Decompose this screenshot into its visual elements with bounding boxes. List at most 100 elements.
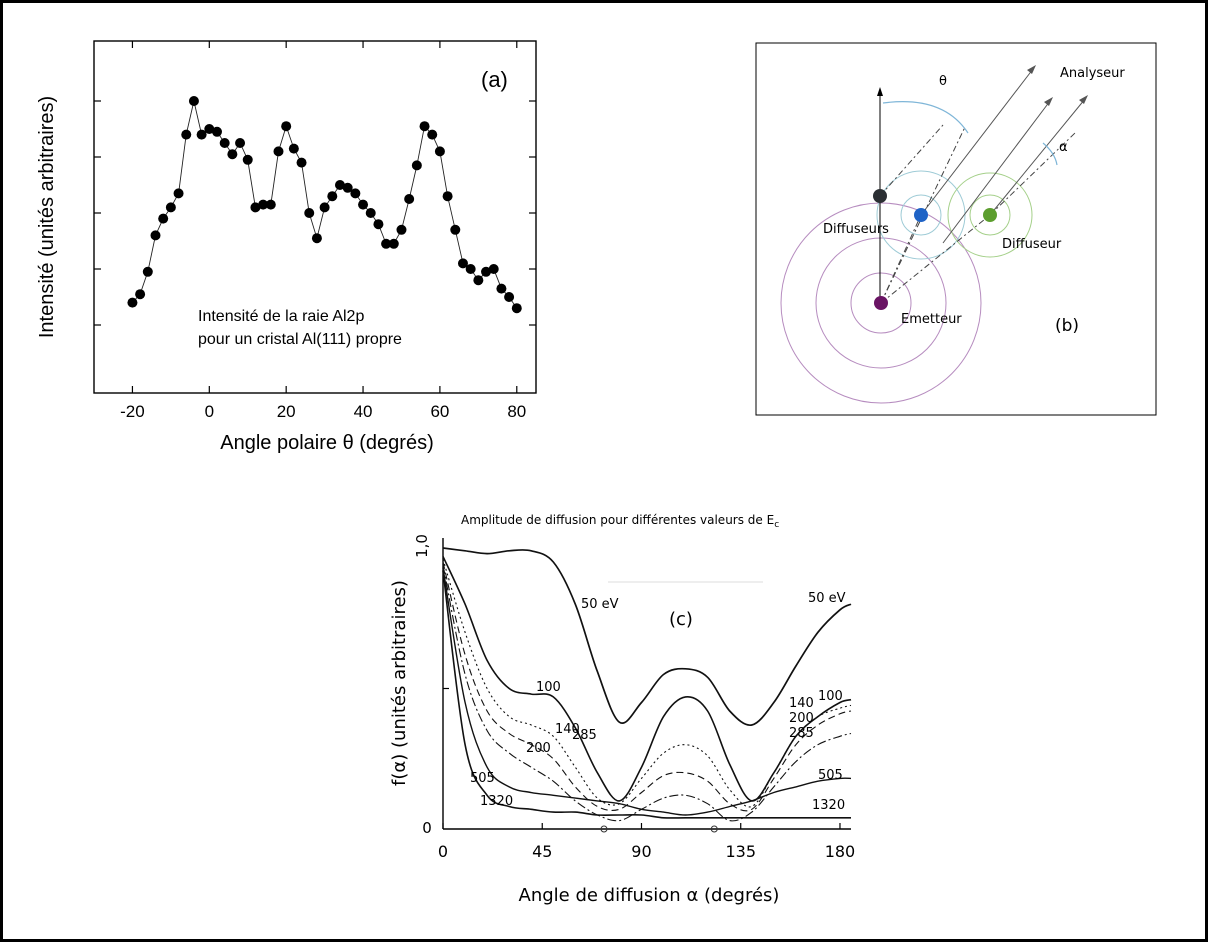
label-diffuseurs: Diffuseurs [823, 222, 889, 237]
panel-a-point [350, 188, 361, 199]
diffuseur-blue-ring-inner [900, 194, 942, 236]
emetteur-ring-middle [815, 237, 947, 369]
panel-c-xtick-label: 135 [725, 842, 756, 861]
panel-a-point [181, 129, 192, 140]
panel-a-point [381, 238, 392, 249]
panel-a-point [511, 303, 522, 314]
curve-label-200-right: 200 [789, 711, 814, 726]
panel-c-axis-marker [600, 825, 608, 833]
label-emetteur: Emetteur [901, 312, 962, 327]
emetteur-atom [874, 296, 888, 310]
label-diffuseur: Diffuseur [1002, 237, 1062, 252]
panel-a-point [204, 124, 215, 134]
panel-a-xtick-label: 60 [430, 402, 449, 421]
theta-arc [882, 101, 969, 134]
scatter-path-5 [879, 124, 944, 197]
panel-a-point [211, 126, 222, 137]
emetteur-ring-inner [850, 272, 912, 334]
panel-a-point [465, 264, 476, 274]
panel-a-ticks: -20 0 20 40 60 80 [94, 41, 536, 421]
panel-a-point [142, 266, 153, 277]
panel-a-xtick-label: 80 [507, 402, 526, 421]
diffuseur-blue-atom [914, 208, 928, 222]
panel-a-point [388, 238, 399, 249]
panel-a-label: (a) [481, 67, 508, 92]
analyseur-ray-1-arrowhead [1027, 65, 1036, 74]
curve-label-505-right: 505 [818, 768, 843, 783]
panel-a-point [165, 202, 176, 213]
panel-a-point [319, 202, 330, 213]
curve-label-200-left: 200 [526, 741, 551, 756]
figure-canvas: -20 0 20 40 60 80 (a) Intensité de la raie Al… [36, 40, 1157, 906]
curve-label-100-left: 100 [536, 680, 561, 695]
diffuseur-green-atom [983, 208, 997, 222]
panel-a-point [150, 230, 161, 241]
curve-label-100-right: 100 [818, 689, 843, 704]
panel-a-xtick-label: 20 [277, 402, 296, 421]
panel-c-label: (c) [669, 609, 693, 630]
panel-a-point [258, 199, 269, 210]
panel-a-point [481, 266, 492, 277]
panel-c-series-line [442, 559, 852, 808]
panel-a-point [127, 297, 138, 308]
label-analyseur: Analyseur [1060, 66, 1125, 81]
curve-label-1320-left: 1320 [480, 794, 513, 809]
panel-c-series [442, 547, 852, 833]
curve-label-285-right: 285 [789, 726, 814, 741]
panel-a-point [196, 129, 207, 140]
analyseur-ray-3 [989, 98, 1086, 216]
diffuseur-black-atom [873, 189, 887, 203]
panel-a-point [358, 199, 369, 210]
panel-a-point [242, 154, 253, 165]
panel-c-xtick-label: 180 [825, 842, 856, 861]
panel-c-series-line [442, 556, 852, 802]
analyseur-ray-1 [920, 68, 1034, 216]
panel-c-title: Amplitude de diffusion pour différentes … [461, 513, 779, 530]
panel-a-point [450, 224, 461, 235]
curve-label-505-left: 505 [470, 771, 495, 786]
panel-a-point [296, 157, 307, 168]
panel-a-point [304, 208, 315, 218]
panel-c-series-line [442, 564, 852, 822]
normal-axis-arrowhead [877, 87, 883, 96]
panel-b-frame [755, 42, 1157, 416]
panel-c-xtick-label: 90 [631, 842, 651, 861]
panel-a-xtick-label: 40 [354, 402, 373, 421]
panel-a-point [419, 121, 430, 132]
analyseur-ray-3-arrowhead [1079, 95, 1088, 104]
diffuseur-green-ring-outer [947, 172, 1033, 258]
panel-c-title-sub: c [774, 520, 779, 530]
curve-label-285-left: 285 [572, 728, 597, 743]
panel-a-point [411, 160, 422, 171]
panel-a-point [135, 289, 146, 300]
panel-a-point [334, 180, 345, 190]
analyseur-ray-2-arrowhead [1044, 97, 1053, 106]
panel-a-series [127, 96, 522, 314]
diffuseur-green-ring-inner [969, 194, 1011, 236]
panel-a-point [327, 191, 338, 202]
panel-c-series-line [442, 567, 852, 816]
panel-c-xtick-label: 0 [438, 842, 448, 861]
panel-c-ytick-label-0: 0 [422, 819, 432, 837]
panel-a-point [311, 233, 322, 244]
panel-a-point [504, 292, 515, 302]
panel-b-diagram: Analyseur θ α Diffuseurs Diffuseur Emett… [755, 42, 1157, 416]
panel-a-annotation-line1: Intensité de la raie Al2p [198, 308, 364, 325]
panel-a-point [365, 208, 376, 218]
panel-a-xtick-label: -20 [120, 402, 145, 421]
curve-label-140-right: 140 [789, 696, 814, 711]
panel-a-point [158, 213, 169, 224]
panel-a-xlabel: Angle polaire θ (degrés) [220, 432, 433, 454]
panel-a-point [442, 191, 453, 202]
panel-a-annotation-line2: pour un cristal Al(111) propre [198, 331, 402, 348]
panel-a-point [427, 129, 438, 140]
panel-a-point [250, 202, 261, 213]
panel-a-point [342, 182, 353, 193]
panel-a-point [434, 146, 445, 157]
panel-c-xtick-label: 45 [532, 842, 552, 861]
scatter-path-4 [989, 132, 1076, 216]
scatter-path-3 [880, 214, 991, 304]
panel-a-point [188, 96, 199, 106]
scatter-path-2 [880, 214, 922, 304]
